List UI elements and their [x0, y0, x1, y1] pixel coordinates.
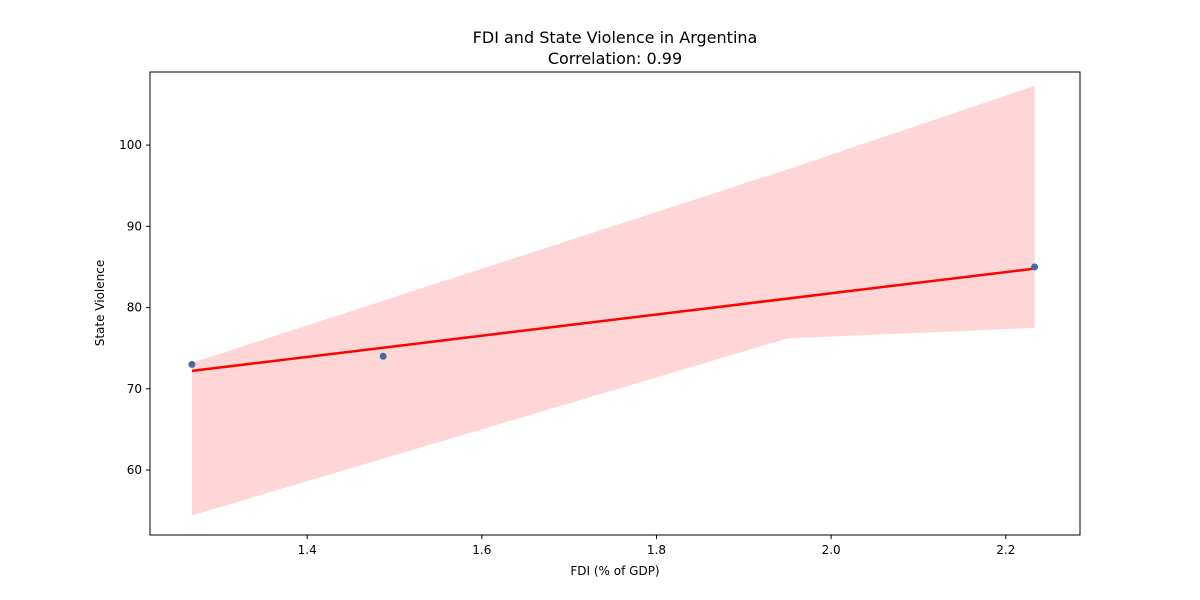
- x-tick-label: 1.6: [472, 543, 491, 557]
- y-tick-label: 60: [127, 463, 142, 477]
- plot-area: [188, 85, 1039, 516]
- y-axis-label: State Violence: [93, 260, 107, 347]
- confidence-band: [191, 85, 1035, 516]
- y-tick-label: 80: [127, 301, 142, 315]
- chart-subtitle: Correlation: 0.99: [548, 49, 682, 68]
- x-tick-label: 1.4: [298, 543, 317, 557]
- data-point: [379, 352, 387, 360]
- y-tick-label: 100: [119, 138, 142, 152]
- y-axis: 60 70 80 90 100: [119, 138, 150, 477]
- plot-frame: [149, 71, 1081, 536]
- regression-line: [191, 267, 1035, 373]
- chart-title: FDI and State Violence in Argentina: [473, 28, 758, 47]
- data-point: [188, 360, 196, 368]
- x-tick-label: 1.8: [647, 543, 666, 557]
- x-tick-label: 2.0: [822, 543, 841, 557]
- x-axis-label: FDI (% of GDP): [570, 564, 659, 578]
- x-axis: 1.4 1.6 1.8 2.0 2.2: [298, 535, 1015, 557]
- y-tick-label: 90: [127, 219, 142, 233]
- y-tick-label: 70: [127, 382, 142, 396]
- x-tick-label: 2.2: [996, 543, 1015, 557]
- data-point: [1031, 263, 1039, 271]
